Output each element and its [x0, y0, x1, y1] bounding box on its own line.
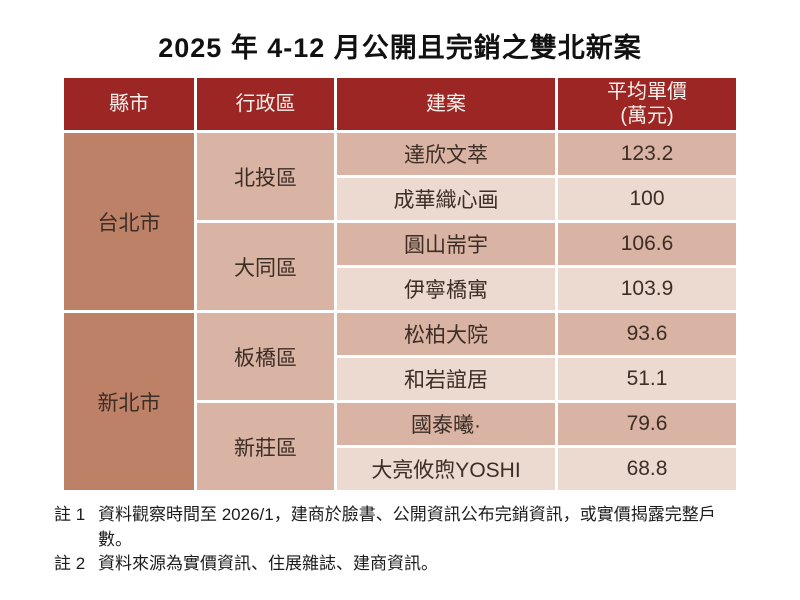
project-cell: 圓山耑宇 — [337, 223, 555, 265]
price-header-line1: 平均單價 — [607, 81, 687, 103]
price-cell: 106.6 — [558, 223, 736, 265]
footnote-2-text: 資料來源為實價資訊、住展雜誌、建商資訊。 — [98, 554, 438, 574]
district-cell-banqiao: 板橋區 — [197, 313, 334, 400]
footnotes: 註 1 資料觀察時間至 2026/1，建商於臉書、公開資訊公布完銷資訊，或實價揭… — [54, 503, 746, 577]
county-cell-taipei: 台北市 — [64, 133, 194, 310]
price-header-line2: (萬元) — [620, 105, 674, 127]
footnote-1: 註 1 資料觀察時間至 2026/1，建商於臉書、公開資訊公布完銷資訊，或實價揭… — [54, 503, 746, 552]
table-row: 新莊區 國泰曦· 79.6 — [64, 403, 736, 490]
project-cell: 和岩誼居 — [337, 358, 555, 400]
footnote-1-label: 註 1 — [54, 505, 86, 524]
table-row: 和岩誼居 51.1 — [64, 358, 736, 400]
table-row: 大亮攸煦YOSHI 68.8 — [64, 448, 736, 490]
project-cell: 大亮攸煦YOSHI — [337, 448, 555, 490]
table-row: 新北市 板橋區 松柏大院 93.6 — [64, 313, 736, 490]
table-row: 伊寧橋寓 103.9 — [64, 268, 736, 310]
footnote-1-text: 資料觀察時間至 2026/1，建商於臉書、公開資訊公布完銷資訊，或實價揭露完整戶… — [98, 505, 716, 549]
col-header-district: 行政區 — [197, 78, 334, 130]
project-cell: 國泰曦· — [337, 403, 555, 445]
price-cell: 103.9 — [558, 268, 736, 310]
header-row: 縣市 行政區 建案 平均單價 (萬元) — [64, 78, 736, 130]
price-cell: 93.6 — [558, 313, 736, 355]
price-cell: 51.1 — [558, 358, 736, 400]
price-cell: 100 — [558, 178, 736, 220]
page-title: 2025 年 4-12 月公開且完銷之雙北新案 — [158, 33, 642, 63]
table-row: 台北市 北投區 達欣文萃 123.2 — [64, 133, 736, 310]
price-cell: 68.8 — [558, 448, 736, 490]
col-header-county: 縣市 — [64, 78, 194, 130]
presale-projects-table: 縣市 行政區 建案 平均單價 (萬元) 台北市 北投區 達欣文萃 123.2 成華… — [61, 75, 739, 493]
project-cell: 達欣文萃 — [337, 133, 555, 175]
county-cell-newtaipei: 新北市 — [64, 313, 194, 490]
col-header-price: 平均單價 (萬元) — [558, 78, 736, 130]
project-cell: 松柏大院 — [337, 313, 555, 355]
table-row: 大同區 圓山耑宇 106.6 — [64, 223, 736, 310]
project-cell: 成華織心画 — [337, 178, 555, 220]
district-cell-datong: 大同區 — [197, 223, 334, 310]
price-cell: 123.2 — [558, 133, 736, 175]
col-header-project: 建案 — [337, 78, 555, 130]
footnote-2: 註 2 資料來源為實價資訊、住展雜誌、建商資訊。 — [54, 552, 746, 577]
district-cell-beitou: 北投區 — [197, 133, 334, 220]
table-row: 成華織心画 100 — [64, 178, 736, 220]
price-cell: 79.6 — [558, 403, 736, 445]
district-cell-xinzhuang: 新莊區 — [197, 403, 334, 490]
project-cell: 伊寧橋寓 — [337, 268, 555, 310]
footnote-2-label: 註 2 — [54, 554, 86, 574]
